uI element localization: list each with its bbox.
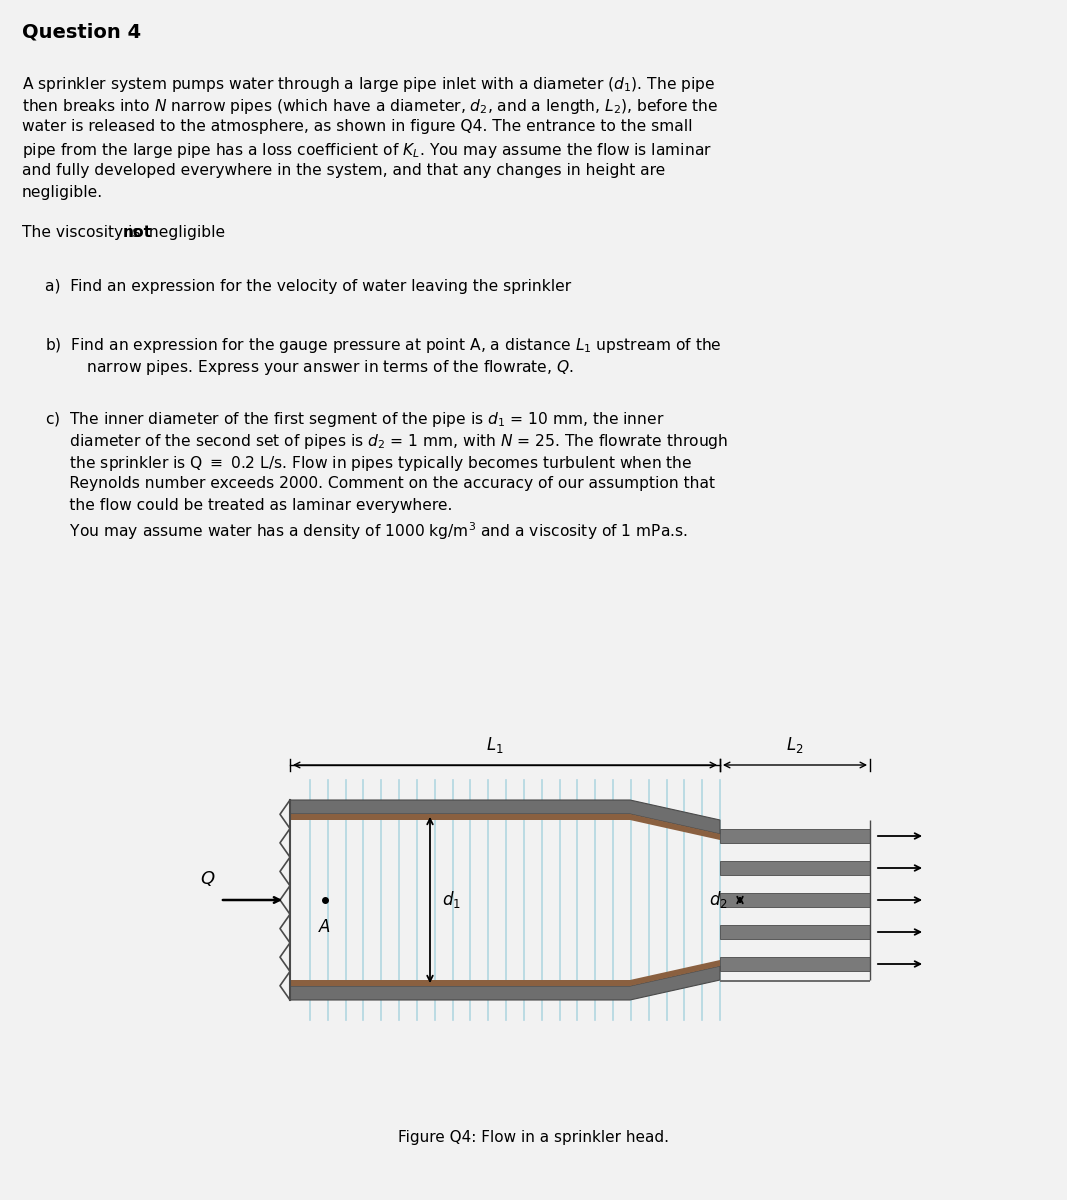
- Bar: [720, 893, 870, 907]
- Text: not: not: [123, 226, 152, 240]
- Text: diameter of the second set of pipes is $d_2$ = 1 mm, with $N$ = 25. The flowrate: diameter of the second set of pipes is $…: [45, 432, 729, 451]
- Polygon shape: [290, 814, 720, 840]
- Text: Figure Q4: Flow in a sprinkler head.: Figure Q4: Flow in a sprinkler head.: [398, 1130, 669, 1145]
- Polygon shape: [290, 966, 720, 1000]
- Text: the sprinkler is Q $\equiv$ 0.2 L/s. Flow in pipes typically becomes turbulent w: the sprinkler is Q $\equiv$ 0.2 L/s. Flo…: [45, 454, 692, 473]
- Text: then breaks into $N$ narrow pipes (which have a diameter, $d_2$, and a length, $: then breaks into $N$ narrow pipes (which…: [22, 97, 718, 116]
- Text: $d_1$: $d_1$: [442, 889, 461, 911]
- Text: $L_2$: $L_2$: [786, 734, 803, 755]
- Text: $Q$: $Q$: [200, 869, 214, 888]
- Polygon shape: [290, 960, 720, 986]
- Text: narrow pipes. Express your answer in terms of the flowrate, $Q$.: narrow pipes. Express your answer in ter…: [62, 358, 574, 377]
- Text: A sprinkler system pumps water through a large pipe inlet with a diameter ($d_1$: A sprinkler system pumps water through a…: [22, 74, 715, 94]
- Text: The viscosity is: The viscosity is: [22, 226, 145, 240]
- Polygon shape: [290, 800, 720, 834]
- Text: $L_1$: $L_1$: [487, 734, 504, 755]
- Text: the flow could be treated as laminar everywhere.: the flow could be treated as laminar eve…: [45, 498, 452, 514]
- Text: Reynolds number exceeds 2000. Comment on the accuracy of our assumption that: Reynolds number exceeds 2000. Comment on…: [45, 476, 715, 491]
- Bar: [720, 925, 870, 938]
- Text: negligible.: negligible.: [22, 185, 103, 200]
- Text: $d_2$: $d_2$: [710, 889, 728, 911]
- Bar: [720, 829, 870, 842]
- Text: water is released to the atmosphere, as shown in figure Q4. The entrance to the : water is released to the atmosphere, as …: [22, 119, 692, 134]
- Text: You may assume water has a density of 1000 kg/m$^3$ and a viscosity of 1 mPa.s.: You may assume water has a density of 10…: [45, 520, 688, 541]
- Text: pipe from the large pipe has a loss coefficient of $K_L$. You may assume the flo: pipe from the large pipe has a loss coef…: [22, 140, 712, 160]
- Text: $A$: $A$: [318, 918, 332, 936]
- Bar: [720, 958, 870, 971]
- Text: negligible: negligible: [144, 226, 225, 240]
- Text: b)  Find an expression for the gauge pressure at point A, a distance $L_1$ upstr: b) Find an expression for the gauge pres…: [45, 336, 721, 355]
- Bar: [720, 980, 870, 982]
- Text: Question 4: Question 4: [22, 22, 141, 41]
- Text: c)  The inner diameter of the first segment of the pipe is $d_1$ = 10 mm, the in: c) The inner diameter of the first segme…: [45, 410, 665, 428]
- Text: and fully developed everywhere in the system, and that any changes in height are: and fully developed everywhere in the sy…: [22, 163, 665, 178]
- Text: a)  Find an expression for the velocity of water leaving the sprinkler: a) Find an expression for the velocity o…: [45, 278, 571, 294]
- Bar: [720, 862, 870, 875]
